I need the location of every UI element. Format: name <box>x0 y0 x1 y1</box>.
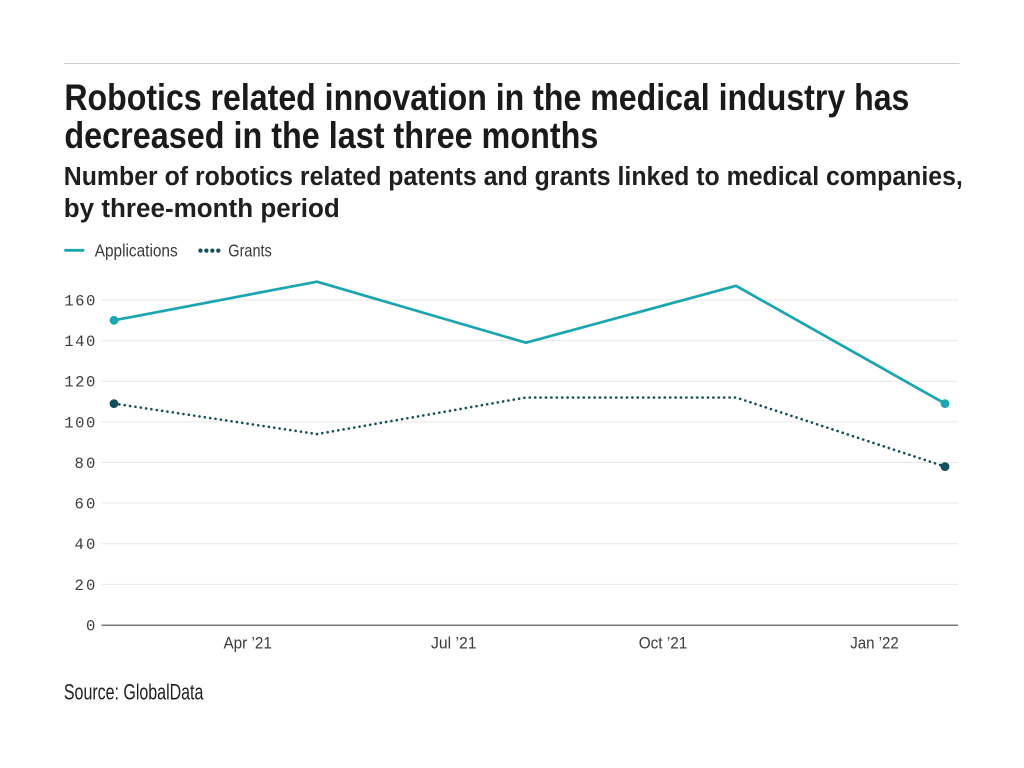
svg-text:Grants: Grants <box>228 241 272 261</box>
svg-text:100: 100 <box>64 414 95 432</box>
svg-text:120: 120 <box>64 374 95 392</box>
svg-text:Applications: Applications <box>95 241 178 261</box>
svg-text:Number of robotics related pat: Number of robotics related patents and g… <box>64 163 963 191</box>
svg-text:Oct ’21: Oct ’21 <box>639 634 688 653</box>
svg-text:160: 160 <box>64 292 95 310</box>
svg-text:80: 80 <box>75 455 96 473</box>
svg-text:0: 0 <box>86 617 95 635</box>
svg-text:by three-month period: by three-month period <box>64 195 340 223</box>
svg-text:Source: GlobalData: Source: GlobalData <box>64 679 204 704</box>
svg-text:decreased in the last three mo: decreased in the last three months <box>64 115 598 156</box>
svg-text:20: 20 <box>75 577 96 595</box>
svg-text:Apr ’21: Apr ’21 <box>224 634 272 653</box>
svg-text:Robotics related innovation in: Robotics related innovation in the medic… <box>64 77 909 118</box>
svg-text:140: 140 <box>64 333 95 351</box>
svg-text:60: 60 <box>75 496 96 514</box>
svg-text:Jan ’22: Jan ’22 <box>850 634 899 653</box>
svg-text:40: 40 <box>75 536 96 554</box>
svg-text:Jul ’21: Jul ’21 <box>431 634 477 653</box>
